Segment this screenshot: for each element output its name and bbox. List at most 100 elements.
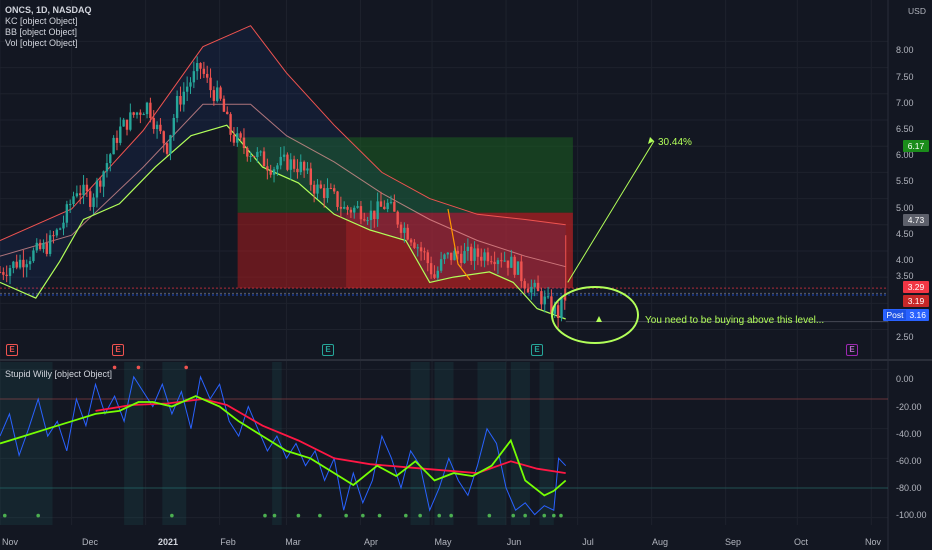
price-tick: 4.00 [896, 255, 914, 265]
post-market-tag[interactable]: Post 3.16 [883, 309, 929, 321]
candle-body [242, 137, 246, 149]
candle-body [229, 114, 232, 135]
legend-vol[interactable]: Vol [object Object] [5, 38, 78, 48]
bollinger-lower-line [0, 124, 566, 320]
osc-zone-shade [477, 362, 507, 525]
candle-body [306, 168, 309, 171]
candle-body [483, 252, 486, 261]
osc-marker [523, 513, 527, 518]
candle-body [423, 251, 426, 253]
legend-bb[interactable]: BB [object Object] [5, 27, 78, 37]
candle-body [513, 256, 516, 275]
candle-body [473, 248, 476, 261]
candle-body [486, 252, 490, 262]
candle-body [526, 288, 530, 293]
candle-body [232, 134, 236, 143]
candle-body [436, 270, 439, 278]
candle-body [356, 206, 359, 208]
time-label: Aug [651, 537, 669, 547]
gain-annotation[interactable]: 30.44% [658, 137, 692, 148]
candle-body [35, 242, 38, 251]
candle-body [236, 133, 239, 143]
osc-marker [552, 513, 556, 518]
candle-body [560, 297, 563, 319]
earnings-icon[interactable]: E [112, 344, 124, 356]
keltner-upper-line [0, 25, 566, 241]
candle-body [0, 271, 2, 273]
candle-body [302, 161, 306, 171]
time-label: Oct [793, 537, 809, 547]
osc-marker [112, 365, 117, 370]
candle-body [219, 87, 222, 99]
band-fill [0, 25, 566, 319]
candle-body [142, 114, 145, 116]
candle-body [102, 171, 105, 187]
candle-body [396, 211, 399, 225]
candle-body [316, 184, 319, 194]
highlight-circle [551, 286, 639, 344]
candle-body [38, 242, 42, 250]
legend-kc[interactable]: KC [object Object] [5, 16, 78, 26]
candle-body [52, 235, 55, 237]
stop-price-tag[interactable]: 3.29 [903, 281, 929, 293]
note-annotation[interactable]: You need to be buying above this level..… [645, 315, 825, 326]
candle-body [172, 117, 175, 136]
candle-body [496, 260, 500, 265]
last-price-tag[interactable]: 3.19 [903, 295, 929, 307]
candle-body [530, 286, 533, 293]
legend-osc[interactable]: Stupid Willy [object Object] [5, 369, 113, 379]
candle-body [399, 224, 403, 233]
candle-body [195, 63, 199, 72]
candle-body [209, 77, 212, 91]
candle-body [516, 261, 520, 275]
earnings-icon[interactable]: E [846, 344, 858, 356]
candle-body [312, 184, 316, 194]
keltner-mid-line [0, 103, 566, 268]
osc-zone-shade [0, 362, 53, 525]
post-label: Post [886, 310, 907, 320]
candle-body [292, 159, 296, 169]
candle-body [32, 250, 35, 262]
price-tick: 7.00 [896, 98, 914, 108]
candle-body [523, 281, 526, 289]
candle-body [406, 227, 409, 240]
time-label: Dec [81, 537, 99, 547]
candle-body [416, 247, 419, 249]
candle-body [42, 243, 45, 250]
candle-body [58, 228, 62, 230]
candle-body [286, 154, 289, 170]
ticker-title[interactable]: ONCS, 1D, NASDAQ [5, 5, 92, 15]
candle-body [379, 201, 383, 207]
candle-body [326, 187, 329, 198]
earnings-icon[interactable]: E [322, 344, 334, 356]
candle-body [175, 96, 179, 118]
candle-body [89, 191, 92, 207]
candle-body [82, 184, 85, 196]
price-tick: 3.50 [896, 271, 914, 281]
earnings-icon[interactable]: E [531, 344, 543, 356]
candle-body [419, 247, 423, 252]
osc-zone-shade [272, 362, 282, 525]
candle-body [369, 210, 373, 221]
candle-body [15, 261, 18, 268]
candle-body [162, 131, 165, 144]
breakdown-line [447, 208, 471, 281]
earnings-icon[interactable]: E [6, 344, 18, 356]
entry-price-tag[interactable]: 4.73 [903, 214, 929, 226]
candle-body [62, 222, 65, 229]
candle-body [506, 260, 510, 268]
candle-body [45, 243, 48, 254]
candle-body [85, 184, 89, 192]
target-price-tag[interactable]: 6.17 [903, 140, 929, 152]
candle-body [536, 282, 540, 292]
currency-label[interactable]: USD [908, 6, 926, 16]
candle-body [145, 102, 149, 115]
candle-body [262, 151, 266, 167]
price-tick: 8.00 [896, 45, 914, 55]
candle-body [500, 260, 503, 262]
osc-legend: Stupid Willy [object Object] [5, 369, 112, 380]
candle-body [376, 201, 379, 219]
time-label: 2021 [157, 537, 179, 547]
